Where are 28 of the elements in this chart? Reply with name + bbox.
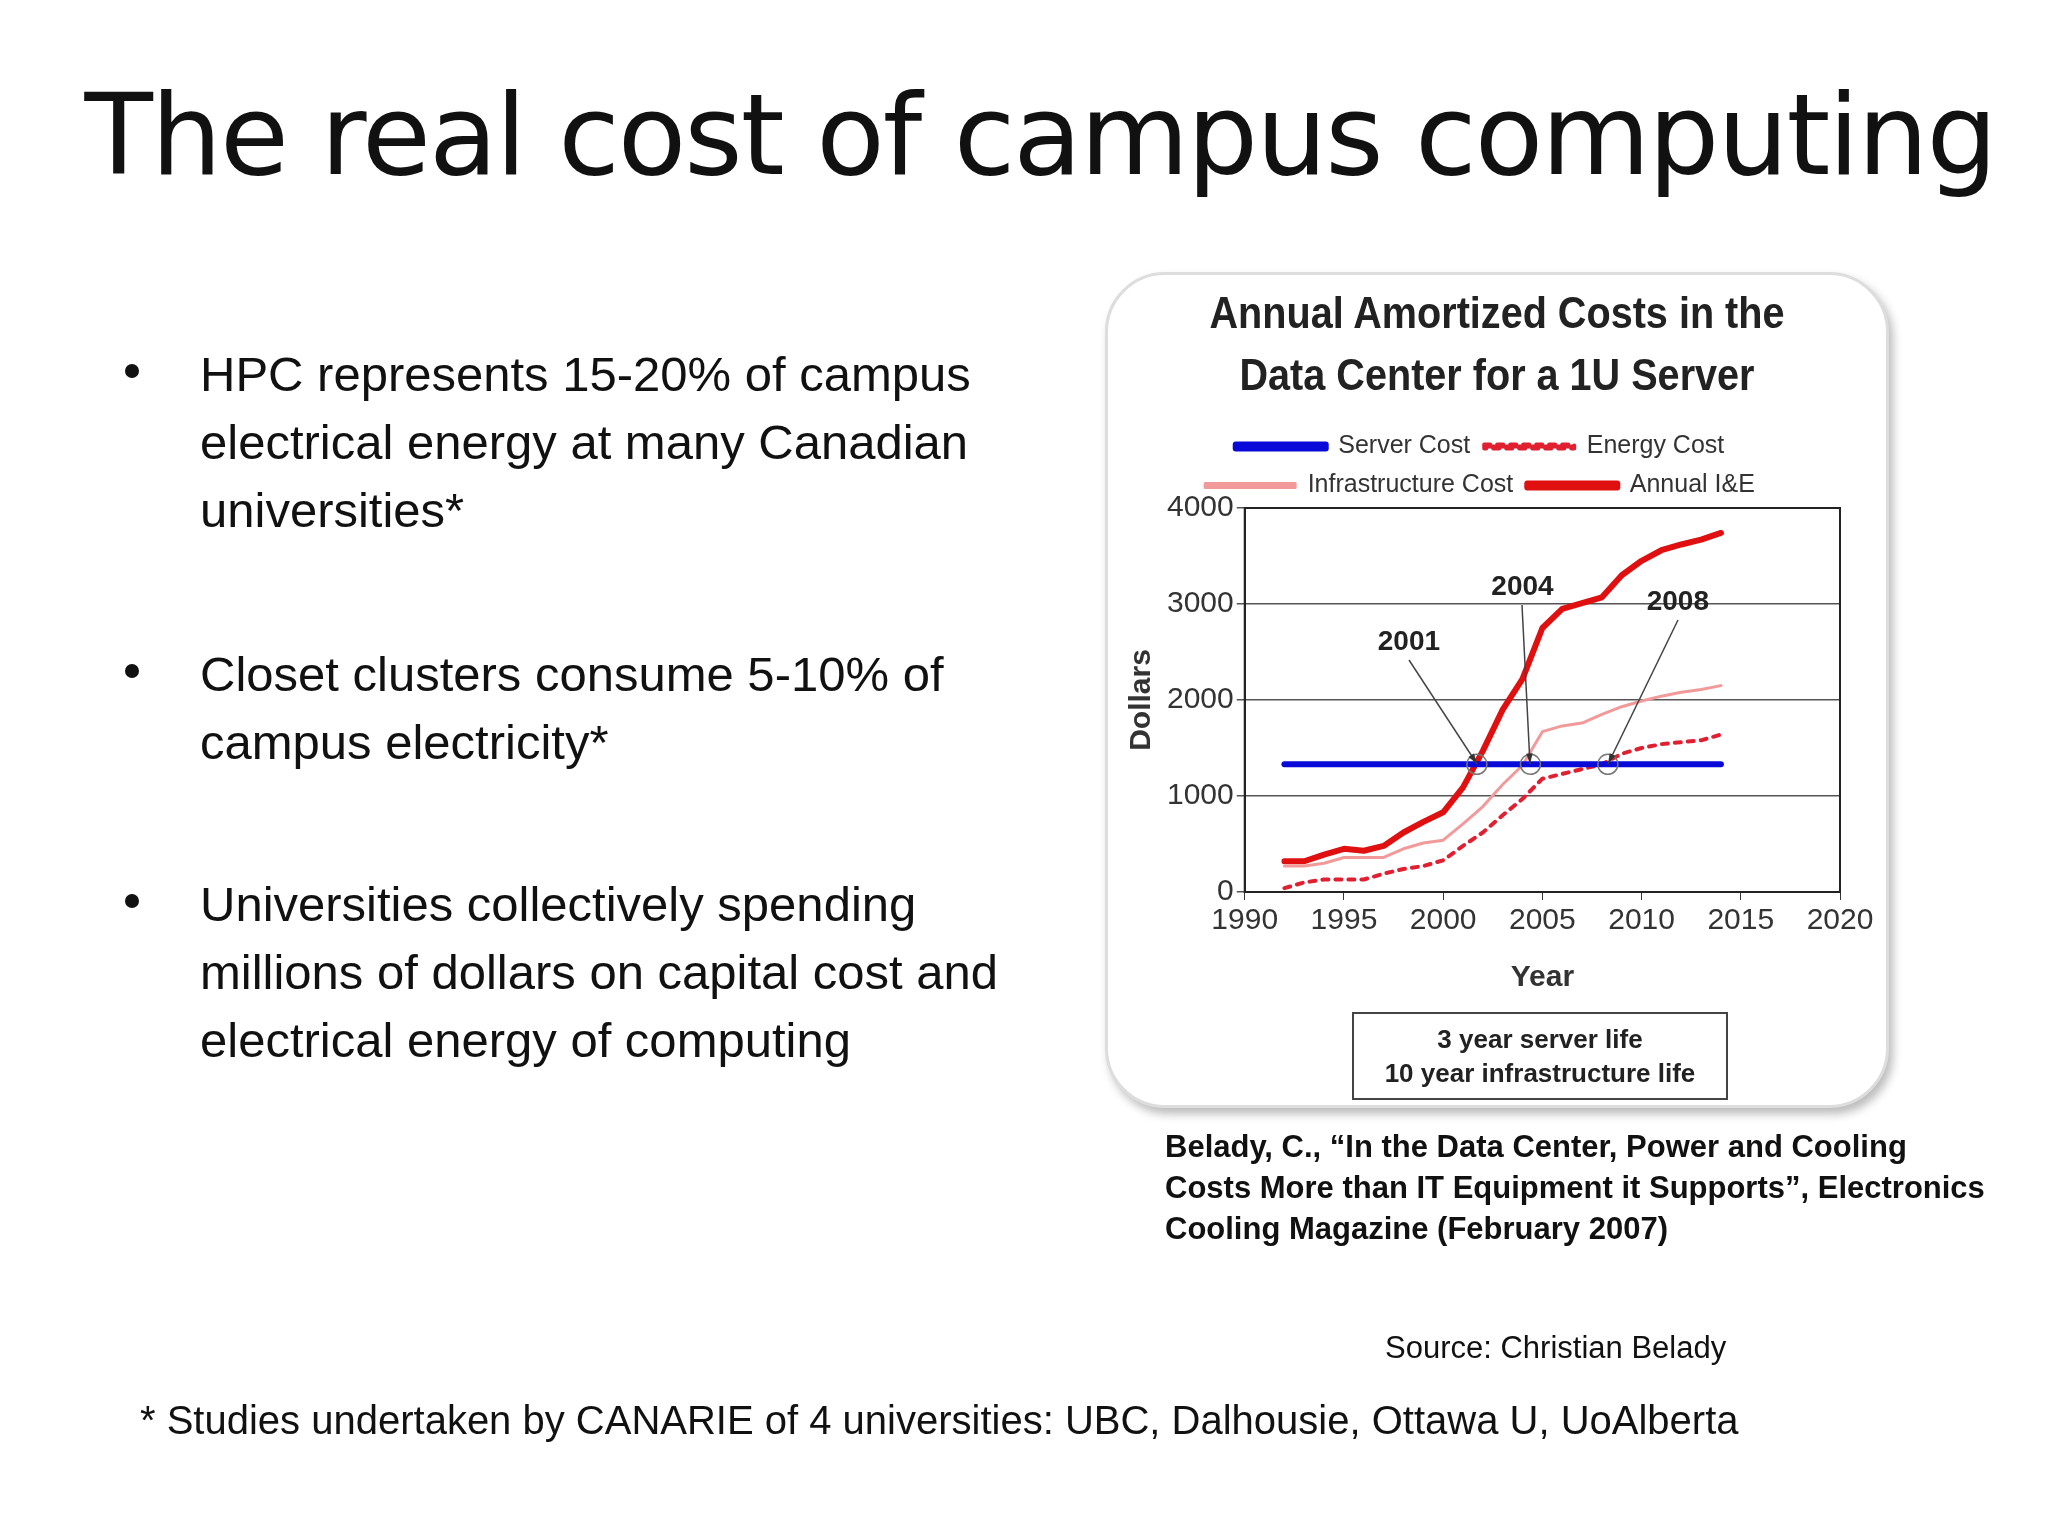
legend-label: Energy Cost	[1586, 430, 1725, 459]
source-note: Source: Christian Belady	[1385, 1330, 1727, 1366]
line-series	[1282, 732, 1723, 891]
y-tick-label: 3000	[1166, 585, 1234, 619]
text: Belady, C., “In the Data Center, Power and Cooling Costs More than IT Equipment it Supports”, Electronics Cooling Magazine (February 2007)	[1165, 1128, 1986, 1248]
x-tick-label: 1995	[1310, 902, 1378, 936]
x-tick-label: 2015	[1707, 902, 1775, 936]
x-tick-label: 2005	[1508, 902, 1576, 936]
text: Closet clusters consume 5-10% of campus electricity*	[200, 646, 945, 771]
x-tick-label: 2010	[1608, 902, 1675, 936]
text: HPC represents 15-20% of campus electrical energy at many Canadian universities*	[200, 346, 972, 539]
text: The real cost of campus computing	[83, 70, 1997, 200]
x-tick-label: 2000	[1409, 902, 1477, 936]
y-tick-label: 4000	[1166, 489, 1234, 523]
text: Universities collectively spending millions of dollars on capital cost and electrical energy of computing	[200, 876, 1000, 1069]
chart-title: Annual Amortized Costs in the Data Center for a 1U Server	[1208, 286, 1786, 402]
y-tick-label: 1000	[1166, 777, 1234, 811]
x-axis-title: Year	[1510, 959, 1575, 993]
annotation: 2001	[1377, 625, 1441, 657]
legend-label: Infrastructure Cost	[1307, 469, 1514, 498]
y-tick-label: 2000	[1166, 681, 1234, 715]
y-axis-title: Dollars	[1123, 649, 1157, 751]
legend-label: Server Cost	[1338, 430, 1471, 459]
x-tick-label: 2020	[1806, 902, 1874, 936]
annotation: 2004	[1491, 570, 1555, 602]
text: 3 year server life 10 year infrastructure life	[1352, 1012, 1728, 1100]
text: * Studies undertaken by CANARIE of 4 universities: UBC, Dalhousie, Ottawa U, UoAlberta	[140, 1398, 1739, 1443]
legend-label: Annual I&E	[1629, 469, 1755, 498]
